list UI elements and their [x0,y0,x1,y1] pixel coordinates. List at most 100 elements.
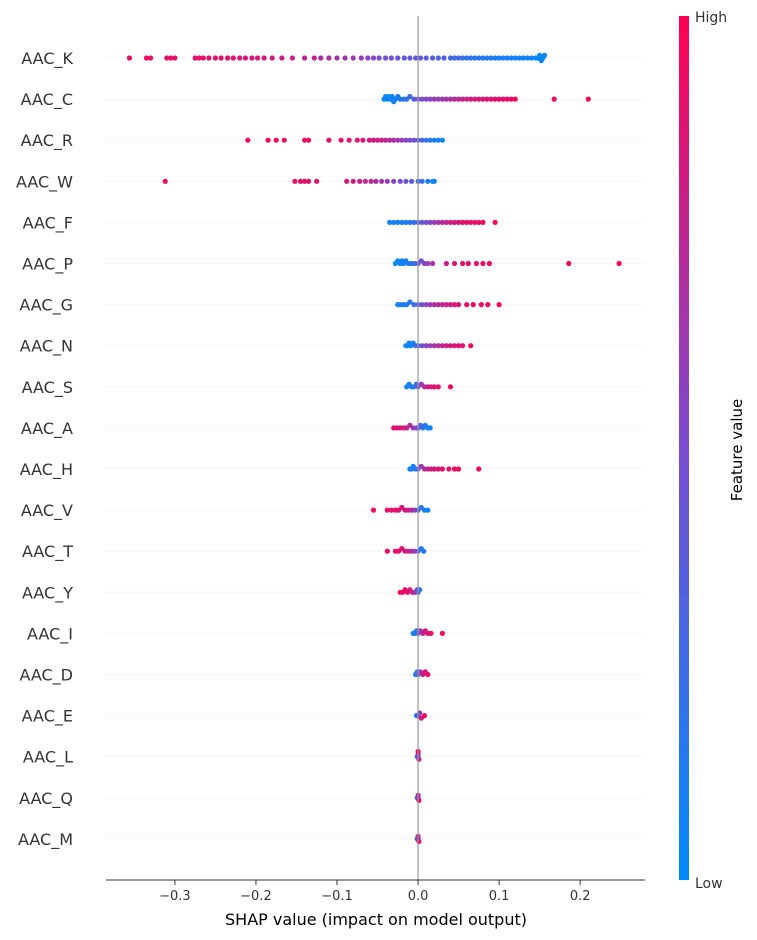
data-point [585,96,591,102]
feature-label: AAC_I [27,624,73,644]
colorbar-low-label: Low [695,876,723,892]
x-tick-label: −0.2 [240,889,272,904]
colorbar-title: Feature value [728,399,746,501]
feature-label: AAC_S [22,378,73,398]
data-point [480,219,486,225]
data-point [419,178,425,184]
data-point [427,302,433,308]
data-point [423,137,429,143]
x-tick-label: 0.0 [408,889,429,904]
data-point [441,55,447,61]
feature-row: AAC_G [19,296,645,316]
data-point [468,219,474,225]
feature-label: AAC_H [20,460,73,480]
data-point [439,137,445,143]
data-point [403,178,409,184]
data-point [425,507,431,513]
data-point [311,55,317,61]
data-point [524,55,531,61]
feature-label: AAC_R [21,131,73,151]
feature-row: AAC_R [21,131,645,151]
data-point [148,55,154,61]
data-point [500,55,506,61]
data-point [473,260,479,267]
feature-row: AAC_W [16,172,645,192]
data-point [431,178,437,184]
data-point [218,55,224,61]
data-point [379,178,385,184]
data-point [430,260,436,267]
data-point [245,137,251,143]
data-point [480,260,486,267]
data-point [395,55,401,61]
data-point [411,137,417,143]
x-tick-label: 0.2 [570,889,591,904]
data-point [492,96,498,102]
data-point [485,302,491,308]
data-point [435,96,441,102]
data-point [435,137,441,143]
data-point [472,96,478,102]
data-point [419,219,425,225]
data-point [357,178,363,184]
data-point [346,137,352,143]
feature-row: AAC_H [20,460,645,480]
data-point [302,55,308,61]
data-point [362,178,368,184]
data-point [391,219,397,225]
data-point [391,137,397,143]
data-point [407,55,413,61]
data-point [460,343,466,349]
data-point [504,96,510,102]
data-point [431,219,437,225]
data-point [391,178,397,184]
data-point [456,302,462,308]
data-point [423,302,429,308]
data-point [464,219,470,225]
x-tick-label: 0.1 [489,889,510,904]
data-point [399,219,405,225]
data-point [425,671,431,678]
data-point [407,299,413,305]
data-point [342,55,348,61]
data-point [162,178,168,184]
data-point [376,55,382,61]
data-point [314,178,320,184]
data-point [374,137,381,143]
data-point [443,260,449,267]
data-point [249,55,255,61]
data-point [484,96,490,102]
data-point [269,55,275,61]
data-point [350,178,356,184]
feature-label: AAC_P [22,255,73,275]
feature-row: AAC_E [22,707,645,727]
data-point [447,96,454,102]
data-point [387,219,393,225]
data-point [242,55,248,61]
data-point [261,55,267,61]
data-point [265,137,271,143]
data-point [431,343,437,349]
feature-row: AAC_V [21,501,645,521]
data-point [423,219,429,225]
x-axis-title: SHAP value (impact on model output) [225,910,527,929]
data-point [427,343,433,349]
data-point [354,137,360,143]
data-point [428,630,434,637]
feature-rows: AAC_K AAC_C AAC_R AAC_W AAC_F AAC_P AAC_G AAC_N… [16,49,645,850]
data-point [451,343,458,349]
data-point [407,137,413,143]
data-point [126,55,133,61]
data-point [447,219,454,225]
data-point [520,55,527,61]
feature-row: AAC_A [21,419,645,439]
data-point [344,178,350,184]
data-point [464,96,470,102]
feature-row: AAC_D [19,666,645,686]
data-point [318,55,324,61]
data-point [302,178,308,184]
data-point [427,96,433,102]
data-point [334,55,340,61]
data-point [417,55,424,61]
data-point [360,137,366,143]
